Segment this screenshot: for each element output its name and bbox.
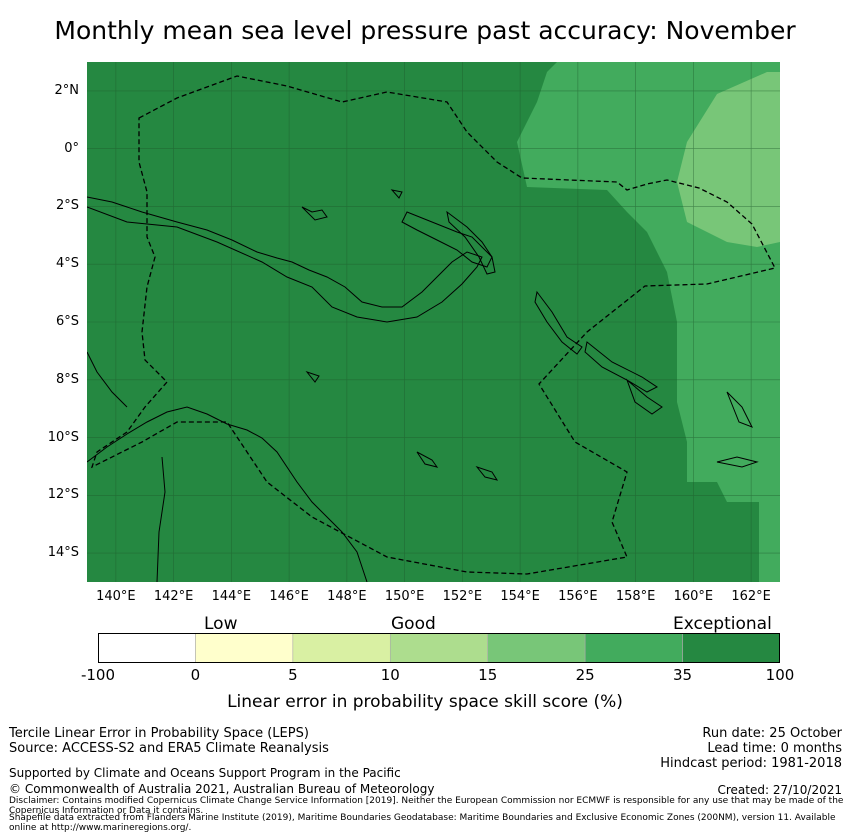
run-date: Run date: 25 October (702, 726, 842, 741)
map-panel (87, 62, 780, 582)
australia-coast (87, 351, 368, 582)
eez-boundaries (90, 75, 776, 575)
hindcast-period: Hindcast period: 1981-2018 (660, 756, 842, 771)
latitude-label: 0° (64, 140, 79, 156)
map-title: Monthly mean sea level pressure past acc… (54, 16, 796, 45)
high-skill-patch (677, 72, 780, 247)
longitude-label: 154°E (500, 589, 540, 604)
colorbar-tick-label: 35 (673, 666, 693, 684)
colorbar-bin (584, 633, 683, 663)
category-low-label: Low (204, 614, 238, 634)
category-exceptional-label: Exceptional (673, 614, 772, 634)
colorbar-bin (389, 633, 489, 663)
latitude-label: 2°N (54, 82, 80, 98)
colorbar-tick-label: 0 (190, 666, 201, 684)
longitude-label: 150°E (384, 589, 425, 604)
latitude-label: 6°S (55, 314, 79, 329)
colorbar-bin (682, 633, 780, 663)
latitude-label: 4°S (55, 256, 79, 272)
png-eez-boundary (90, 75, 776, 575)
lead-time: Lead time: 0 months (707, 741, 842, 756)
latitude-label: 10°S (47, 429, 79, 445)
longitude-label: 148°E (327, 589, 367, 604)
colorbar-bin (98, 633, 196, 663)
colorbar-tick-label: 100 (765, 666, 795, 684)
latitude-label: 14°S (47, 545, 79, 561)
category-good-label: Good (391, 614, 436, 634)
colorbar (98, 633, 780, 663)
new-guinea-coast (87, 196, 483, 323)
longitude-label: 162°E (731, 589, 771, 604)
map-gridlines (87, 62, 780, 582)
colorbar-tick-label: 15 (478, 666, 498, 684)
latitude-label: 12°S (47, 487, 79, 503)
shapefile-credit: Shapefile data extracted from Flanders M… (9, 813, 836, 833)
footer-support: Supported by Climate and Oceans Support … (9, 766, 401, 780)
islands-outline (301, 189, 759, 481)
longitude-label: 158°E (615, 589, 656, 604)
colorbar-tick-label: 5 (288, 666, 298, 684)
colorbar-bin (487, 633, 586, 663)
footer-copyright: © Commonwealth of Australia 2021, Austra… (9, 782, 435, 796)
colorbar-bin (195, 633, 294, 663)
longitude-label: 142°E (153, 589, 194, 604)
colorbar-tick-label: 25 (575, 666, 595, 684)
longitude-label: 140°E (96, 589, 136, 604)
longitude-label: 156°E (558, 589, 598, 604)
longitude-label: 152°E (442, 589, 483, 604)
latitude-label: 2°S (55, 198, 79, 214)
colorbar-tick-label: -100 (80, 666, 116, 684)
disclaimer: Disclaimer: Contains modified Copernicus… (9, 796, 844, 816)
longitude-label: 146°E (269, 589, 309, 604)
solomon-islands-coast (534, 290, 663, 415)
colorbar-label: Linear error in probability space skill … (227, 692, 623, 712)
footer-source: Source: ACCESS-S2 and ERA5 Climate Reana… (9, 741, 329, 756)
new-britain-coast (401, 211, 493, 268)
new-ireland-coast (446, 210, 496, 275)
colorbar-tick-label: 10 (380, 666, 400, 684)
longitude-label: 144°E (211, 589, 252, 604)
colorbar-frame (98, 633, 780, 663)
land-outlines (87, 189, 759, 582)
longitude-label: 160°E (673, 589, 714, 604)
footer-method: Tercile Linear Error in Probability Spac… (9, 726, 309, 741)
latitude-label: 8°S (55, 371, 79, 387)
created-date: Created: 27/10/2021 (717, 783, 842, 797)
colorbar-bin (292, 633, 391, 663)
